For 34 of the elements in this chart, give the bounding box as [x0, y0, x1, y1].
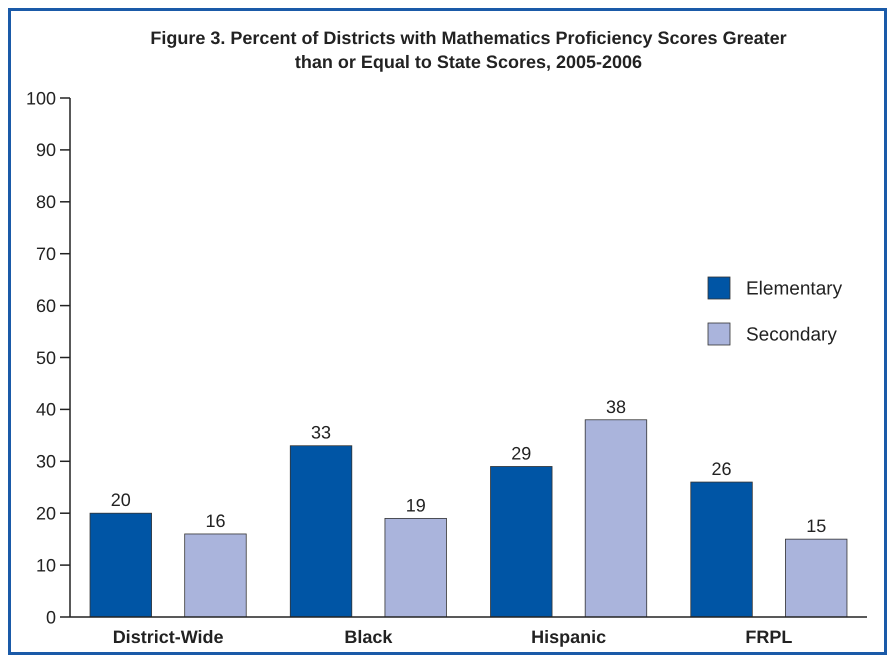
- y-tick-label: 70: [36, 244, 56, 264]
- data-label: 15: [806, 516, 826, 536]
- bar: [184, 534, 247, 618]
- data-label: 20: [110, 490, 131, 510]
- bar: [290, 445, 352, 618]
- data-label: 38: [606, 396, 626, 417]
- x-tick-label: Black: [344, 627, 394, 647]
- x-tick-label: District-Wide: [112, 627, 224, 647]
- data-label: 29: [511, 443, 532, 464]
- data-label: 33: [311, 422, 332, 443]
- data-label: 19: [406, 495, 426, 516]
- data-label: 16: [205, 510, 226, 531]
- y-tick-label: 50: [36, 348, 56, 368]
- x-tick-label: FRPL: [745, 627, 792, 647]
- y-tick-label: 60: [36, 296, 56, 316]
- y-tick-label: 80: [36, 192, 56, 212]
- data-label: 26: [712, 459, 732, 480]
- y-tick-label: 100: [26, 88, 56, 108]
- y-tick-label: 20: [36, 504, 56, 524]
- y-tick-label: 90: [36, 140, 56, 160]
- y-tick-label: 10: [36, 555, 56, 576]
- bar: [785, 538, 848, 618]
- bar: [384, 518, 447, 618]
- bar: [490, 466, 552, 618]
- legend-label: Elementary: [746, 278, 843, 300]
- bar: [90, 512, 152, 618]
- y-tick-label: 30: [36, 452, 56, 472]
- bar: [584, 419, 648, 618]
- y-tick-label: 0: [46, 607, 56, 628]
- y-tick-label: 40: [36, 400, 56, 420]
- chart-title: Figure 3. Percent of Districts with Mathematics Proficiency Scores Greater than or Equal to State Scores, 2005-2006: [150, 28, 787, 72]
- legend-label: Secondary: [746, 324, 838, 346]
- bar: [690, 482, 753, 618]
- x-tick-label: Hispanic: [531, 627, 606, 647]
